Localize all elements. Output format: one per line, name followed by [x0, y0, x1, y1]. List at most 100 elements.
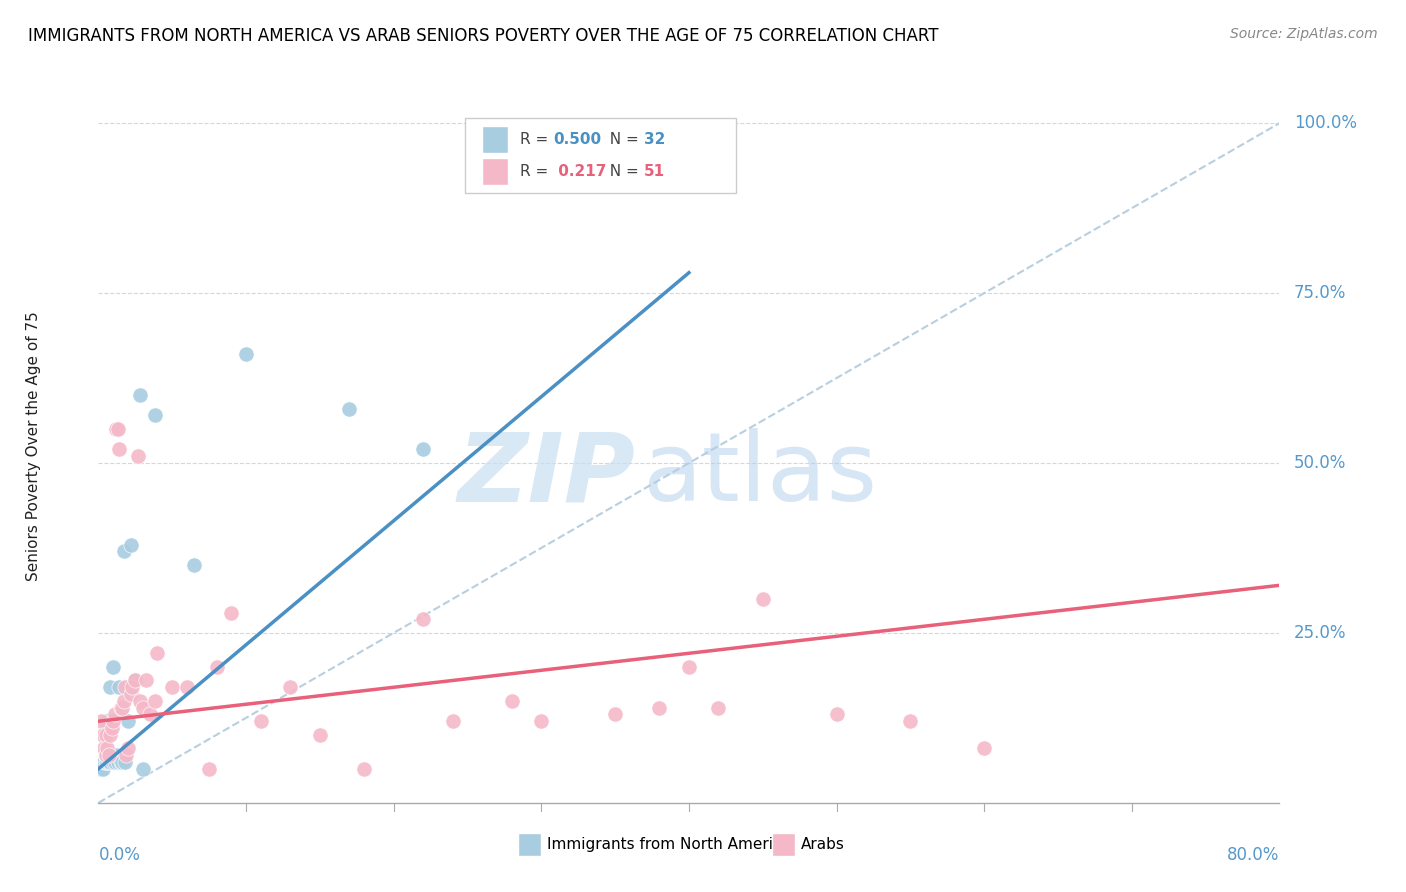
- Text: 75.0%: 75.0%: [1294, 284, 1346, 302]
- Point: [278, 680, 302, 694]
- Text: 80.0%: 80.0%: [1227, 846, 1279, 863]
- Point: [121, 680, 143, 694]
- Point: [530, 714, 553, 729]
- Point: [98, 728, 121, 742]
- Point: [235, 347, 257, 361]
- Point: [94, 748, 117, 763]
- Point: [96, 755, 118, 769]
- Point: [112, 694, 135, 708]
- Point: [751, 591, 773, 606]
- Text: 50.0%: 50.0%: [1294, 454, 1346, 472]
- Point: [98, 680, 121, 694]
- Point: [103, 660, 125, 674]
- Text: ZIP: ZIP: [458, 428, 636, 521]
- Text: 25.0%: 25.0%: [1294, 624, 1346, 642]
- Point: [441, 714, 464, 729]
- Text: IMMIGRANTS FROM NORTH AMERICA VS ARAB SENIORS POVERTY OVER THE AGE OF 75 CORRELA: IMMIGRANTS FROM NORTH AMERICA VS ARAB SE…: [28, 27, 939, 45]
- Point: [198, 762, 221, 776]
- Point: [90, 714, 112, 729]
- Point: [176, 680, 198, 694]
- Text: Source: ZipAtlas.com: Source: ZipAtlas.com: [1230, 27, 1378, 41]
- Text: 51: 51: [644, 164, 665, 178]
- Point: [412, 442, 434, 457]
- Point: [146, 646, 169, 660]
- Point: [825, 707, 848, 722]
- Point: [143, 694, 166, 708]
- Point: [100, 748, 122, 763]
- Point: [97, 755, 120, 769]
- FancyBboxPatch shape: [517, 833, 541, 856]
- Point: [412, 612, 434, 626]
- Point: [115, 748, 138, 763]
- Point: [117, 714, 139, 729]
- Point: [250, 714, 273, 729]
- Point: [132, 700, 155, 714]
- Point: [120, 537, 142, 551]
- Point: [900, 714, 922, 729]
- Text: N =: N =: [600, 132, 644, 146]
- Point: [91, 762, 114, 776]
- Point: [132, 762, 155, 776]
- FancyBboxPatch shape: [482, 126, 508, 153]
- Point: [107, 422, 129, 436]
- FancyBboxPatch shape: [464, 118, 737, 193]
- Point: [183, 558, 205, 572]
- Point: [94, 755, 117, 769]
- Text: R =: R =: [520, 164, 553, 178]
- Point: [89, 762, 111, 776]
- Point: [93, 755, 115, 769]
- Text: atlas: atlas: [641, 428, 877, 521]
- Point: [678, 660, 700, 674]
- Point: [124, 673, 146, 688]
- Point: [108, 680, 131, 694]
- Point: [707, 700, 730, 714]
- Point: [100, 721, 122, 735]
- Text: Seniors Poverty Over the Age of 75: Seniors Poverty Over the Age of 75: [25, 311, 41, 581]
- Point: [139, 707, 162, 722]
- Point: [143, 409, 166, 423]
- Point: [110, 755, 132, 769]
- Point: [337, 401, 360, 416]
- FancyBboxPatch shape: [482, 158, 508, 185]
- Point: [94, 728, 117, 742]
- FancyBboxPatch shape: [772, 833, 796, 856]
- Point: [162, 680, 183, 694]
- Point: [96, 741, 118, 756]
- Point: [114, 755, 136, 769]
- Point: [103, 714, 125, 729]
- Point: [205, 660, 228, 674]
- Text: 0.500: 0.500: [553, 132, 602, 146]
- Point: [353, 762, 375, 776]
- Point: [111, 755, 134, 769]
- Text: 0.217: 0.217: [553, 164, 606, 178]
- Point: [94, 714, 117, 729]
- Text: 0.0%: 0.0%: [98, 846, 141, 863]
- Text: N =: N =: [600, 164, 644, 178]
- Text: 32: 32: [644, 132, 665, 146]
- Point: [112, 544, 135, 558]
- Text: Arabs: Arabs: [801, 838, 845, 853]
- Point: [104, 755, 127, 769]
- Point: [98, 755, 121, 769]
- Point: [124, 673, 146, 688]
- Point: [219, 606, 242, 620]
- Point: [128, 694, 150, 708]
- Point: [107, 755, 129, 769]
- Point: [108, 442, 131, 457]
- Text: R =: R =: [520, 132, 553, 146]
- Text: Immigrants from North America: Immigrants from North America: [547, 838, 792, 853]
- Point: [120, 687, 142, 701]
- Point: [501, 694, 523, 708]
- Point: [127, 449, 149, 463]
- Point: [91, 728, 114, 742]
- Point: [110, 700, 132, 714]
- Point: [93, 741, 115, 756]
- Point: [605, 707, 627, 722]
- Point: [105, 748, 128, 763]
- Point: [114, 680, 136, 694]
- Point: [111, 700, 134, 714]
- Point: [104, 707, 127, 722]
- Point: [135, 673, 157, 688]
- Point: [117, 741, 139, 756]
- Point: [97, 748, 120, 763]
